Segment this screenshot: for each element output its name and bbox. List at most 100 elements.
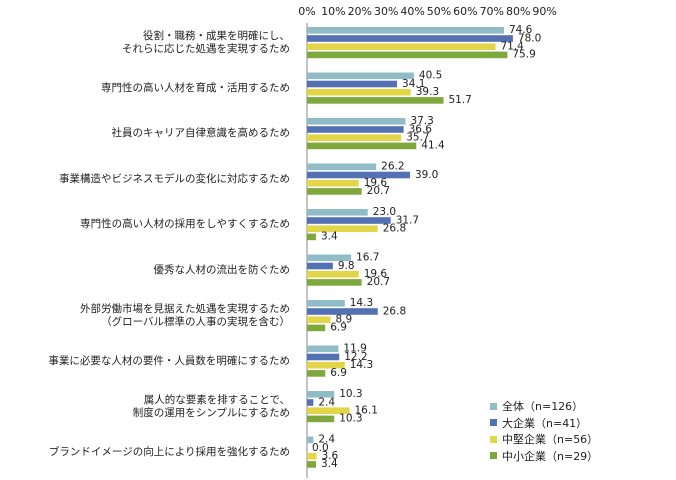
bar-value-label: 31.7 [396,214,419,226]
category-label-line: 制度の運用をシンプルにするため [132,406,290,419]
x-tick-label: 20% [348,5,372,18]
category-label-line: それらに応じた処遇を実現するため [122,42,290,55]
bar [307,316,331,323]
legend-swatch [490,435,497,443]
bar [307,188,362,195]
bar-value-label: 20.7 [367,185,390,197]
bar-value-label: 16.7 [356,252,379,264]
bar-value-label: 26.2 [381,161,404,173]
category-label: 事業構造やビジネスモデルの変化に対応するため [20,173,290,186]
bar [307,35,513,42]
bar [307,171,410,179]
legend: 全体（n=126） 大企業（n=41） 中堅企業（n=56） 中小企業（n=29） [490,398,598,464]
bar [307,370,326,377]
category-label: 役割・職務・成果を明確にし、 それらに応じた処遇を実現するため [20,30,290,56]
bar-value-label: 36.6 [409,123,433,135]
legend-swatch [490,419,497,427]
category-label: 外部労働市場を見据えた処遇を実現するため （グローバル標準の人事の実現を含む） [20,303,290,329]
bar-value-label: 35.7 [406,132,429,144]
category-label-line: ブランドイメージの向上により採用を強化するため [48,445,290,458]
bar-value-label: 10.3 [339,413,362,425]
category-label: 専門性の高い人材を育成・活用するため [20,82,290,95]
bar-value-label: 26.8 [383,305,406,317]
bar [307,97,444,104]
bar [307,163,377,171]
bar [307,324,326,332]
bar [307,72,414,80]
bar-value-label: 78.0 [518,32,541,44]
legend-item: 中小企業（n=29） [490,448,598,465]
bar [307,51,508,59]
category-label-line: 専門性の高い人材の採用をしやすくするため [80,218,290,231]
bar [307,225,378,232]
bar-value-label: 3.6 [322,450,339,462]
legend-label: 中堅企業（n=56） [502,433,599,447]
category-label-line: 役割・職務・成果を明確にし、 [143,29,290,42]
category-label-line: 専門性の高い人材を育成・活用するため [101,81,290,94]
legend-item: 中堅企業（n=56） [490,431,598,448]
x-tick-label: 50% [427,5,451,18]
bar-value-label: 19.6 [364,268,388,280]
bar-value-label: 51.7 [448,94,471,106]
category-label-line: 属人的な要素を排することで、 [143,393,290,406]
bar [307,391,335,398]
legend-item: 全体（n=126） [490,398,598,415]
bar-value-label: 20.7 [367,276,390,288]
bar-value-label: 75.9 [512,49,535,61]
bar [307,254,352,262]
bar-value-label: 12.2 [344,351,367,363]
category-label-line: （グローバル標準の人事の実現を含む） [101,315,290,328]
bar [307,209,368,216]
bar [307,134,402,141]
bar-value-label: 14.3 [350,359,373,371]
x-tick-label: 30% [374,5,398,18]
x-tick-label: 0% [298,5,315,18]
category-label: 事業に必要な人材の要件・人員数を明確にするため [20,355,290,368]
legend-label: 中小企業（n=29） [502,449,599,463]
bar [307,118,406,125]
bar-value-label: 14.3 [350,297,373,309]
bar-value-label: 39.0 [415,169,438,181]
category-label-line: 事業に必要な人材の要件・人員数を明確にするため [48,354,290,367]
bar [307,308,378,315]
bar [307,142,417,150]
bar [307,361,345,369]
bar-value-label: 10.3 [339,388,362,400]
bar-value-label: 74.6 [509,24,533,36]
bar-value-label: 9.8 [338,260,355,272]
bar-value-label: 3.4 [321,458,338,470]
category-label-line: 社員のキャリア自律意識を高めるため [111,127,291,140]
x-tick-label: 80% [506,5,530,18]
bar [307,407,350,414]
bar-value-label: 39.3 [416,86,439,98]
category-label: 専門性の高い人材の採用をしやすくするため [20,218,290,231]
category-label: 属人的な要素を排することで、 制度の運用をシンプルにするため [20,394,290,420]
bar [307,353,340,361]
x-tick-label: 40% [400,5,424,18]
x-tick-label: 70% [480,5,504,18]
bar-value-label: 8.9 [335,314,352,326]
bar [307,300,345,307]
bar-value-label: 6.9 [330,367,347,379]
bar-value-label: 34.1 [402,78,425,90]
bar [307,217,391,224]
bar [307,88,411,96]
legend-label: 大企業（n=41） [502,416,588,430]
bar-value-label: 26.8 [383,223,406,235]
legend-item: 大企業（n=41） [490,415,598,432]
category-label-line: 外部労働市場を見据えた処遇を実現するため [80,302,290,315]
bar [307,279,362,286]
bar [307,436,314,444]
bar-value-label: 2.4 [318,434,335,446]
bar [307,415,335,423]
category-label: ブランドイメージの向上により採用を強化するため [20,446,290,459]
legend-swatch [490,402,497,410]
bar [307,452,317,460]
bar [307,27,504,34]
bar-value-label: 6.9 [330,322,347,334]
bar-value-label: 37.3 [410,115,433,127]
category-label: 社員のキャリア自律意識を高めるため [20,127,291,140]
legend-label: 全体（n=126） [502,400,584,414]
bar-value-label: 16.1 [355,405,378,417]
